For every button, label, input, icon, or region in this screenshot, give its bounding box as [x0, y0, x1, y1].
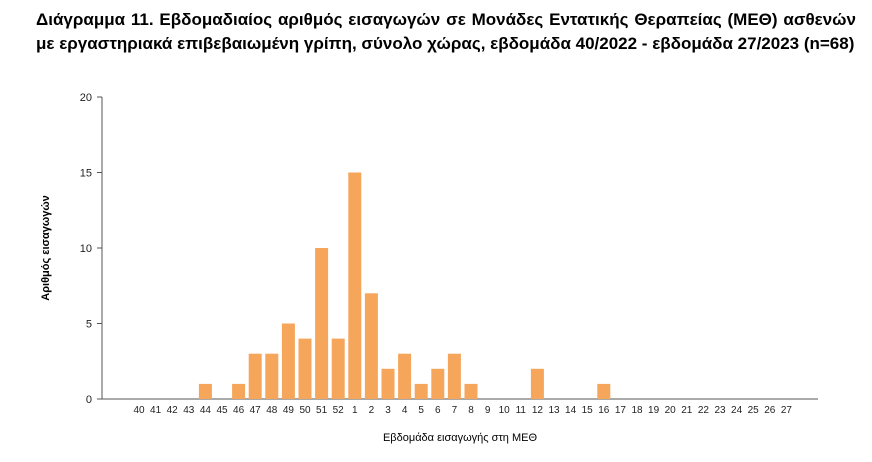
x-tick-label: 1 [352, 405, 358, 416]
bar-week-8 [464, 383, 478, 399]
bar-week-1 [348, 172, 362, 399]
x-tick-label: 44 [200, 405, 212, 416]
x-tick-label: 40 [133, 405, 145, 416]
x-tick-label: 2 [369, 405, 375, 416]
x-tick-label: 27 [781, 405, 793, 416]
x-tick-label: 10 [499, 405, 511, 416]
x-tick-label: 15 [582, 405, 594, 416]
x-tick-label: 52 [333, 405, 345, 416]
x-tick-label: 21 [681, 405, 693, 416]
x-tick-label: 42 [167, 405, 179, 416]
x-tick-label: 22 [698, 405, 710, 416]
x-tick-label: 9 [485, 405, 491, 416]
x-tick-label: 51 [316, 405, 328, 416]
bar-week-51 [315, 248, 329, 399]
bar-week-44 [198, 383, 212, 399]
bar-week-3 [381, 368, 395, 399]
x-tick-label: 5 [418, 405, 424, 416]
x-tick-label: 11 [516, 405, 527, 416]
chart-title: Διάγραμμα 11. Εβδομαδιαίος αριθμός εισαγ… [36, 10, 856, 53]
x-tick-label: 8 [468, 405, 474, 416]
x-tick-label: 41 [150, 405, 162, 416]
bar-week-49 [281, 323, 295, 399]
x-tick-label: 20 [665, 405, 677, 416]
bar-week-47 [248, 353, 262, 399]
y-tick-label: 0 [86, 394, 92, 406]
x-tick-label: 14 [565, 405, 577, 416]
y-tick-label: 20 [80, 92, 92, 104]
x-tick-label: 7 [452, 405, 458, 416]
x-tick-label: 25 [748, 405, 760, 416]
bar-week-4 [398, 353, 412, 399]
bar-week-12 [530, 368, 544, 399]
x-tick-label: 48 [266, 405, 278, 416]
y-axis-ticks: 0 5 10 15 20 [80, 92, 102, 406]
x-tick-label: 49 [283, 405, 295, 416]
bar-week-5 [414, 383, 428, 399]
x-tick-label: 46 [233, 405, 245, 416]
x-tick-label: 3 [385, 405, 391, 416]
x-tick-label: 45 [216, 405, 228, 416]
bar-week-2 [364, 293, 378, 399]
bar-week-16 [597, 383, 611, 399]
x-axis-ticks: 40 41 42 43 44 45 46 47 48 49 50 51 52 1 2 3 4 5 6 7 8 9 10 11 1… [133, 405, 792, 416]
x-tick-label: 17 [615, 405, 627, 416]
y-axis-label: Αριθμός εισαγωγών [40, 195, 52, 300]
bar-week-6 [431, 368, 445, 399]
x-tick-label: 12 [532, 405, 544, 416]
x-tick-label: 23 [714, 405, 726, 416]
bar-week-46 [232, 383, 246, 399]
bars [198, 172, 611, 399]
x-tick-label: 19 [648, 405, 660, 416]
x-tick-label: 13 [548, 405, 560, 416]
x-tick-label: 43 [183, 405, 195, 416]
bar-week-52 [331, 338, 345, 399]
x-tick-label: 4 [402, 405, 408, 416]
y-tick-label: 10 [80, 243, 92, 255]
x-axis-label: Εβδομάδα εισαγωγής στη ΜΕΘ [383, 432, 538, 444]
y-tick-label: 5 [86, 319, 92, 331]
bar-week-48 [265, 353, 279, 399]
x-tick-label: 18 [631, 405, 643, 416]
x-tick-label: 6 [435, 405, 441, 416]
x-tick-label: 47 [250, 405, 262, 416]
x-tick-label: 16 [598, 405, 610, 416]
bar-week-50 [298, 338, 312, 399]
x-tick-label: 50 [299, 405, 311, 416]
x-tick-label: 26 [764, 405, 776, 416]
y-tick-label: 15 [80, 168, 92, 180]
x-tick-label: 24 [731, 405, 743, 416]
bar-week-7 [447, 353, 461, 399]
